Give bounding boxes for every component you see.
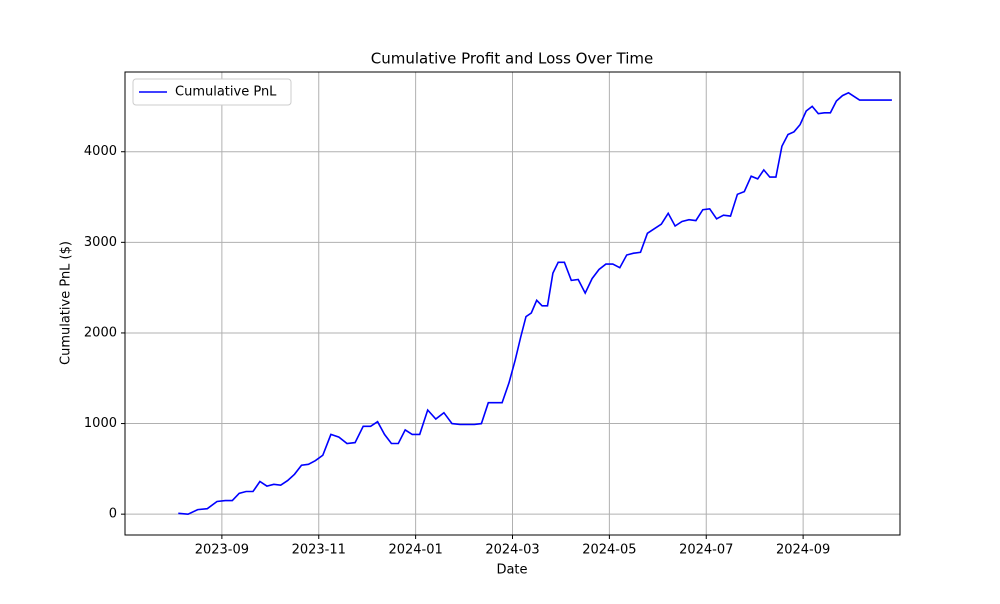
line <box>178 91 892 516</box>
x-tick-label: 2023-11 <box>292 543 346 558</box>
y-axis-label: Cumulative PnL ($) <box>59 241 74 365</box>
y-tick-label: 0 <box>109 507 117 522</box>
y-tick-label: 1000 <box>84 416 117 431</box>
legend: Cumulative PnL <box>132 78 292 106</box>
chart-title: Cumulative Profit and Loss Over Time <box>371 50 654 68</box>
x-axis-label: Date <box>496 563 527 578</box>
x-tick-label: 2024-07 <box>679 543 733 558</box>
x-tick-label: 2024-03 <box>485 543 539 558</box>
y-tick-label: 2000 <box>84 325 117 340</box>
x-tick-label: 2024-05 <box>582 543 636 558</box>
legend-box <box>132 78 292 106</box>
x-tick-label: 2024-01 <box>388 543 442 558</box>
legend-label: Cumulative PnL <box>175 85 277 100</box>
x-tick-label: 2024-09 <box>776 543 830 558</box>
y-tick-label: 3000 <box>84 235 117 250</box>
plot-frame <box>124 71 901 536</box>
x-tick-label: 2023-09 <box>195 543 249 558</box>
y-tick-label: 4000 <box>84 144 117 159</box>
